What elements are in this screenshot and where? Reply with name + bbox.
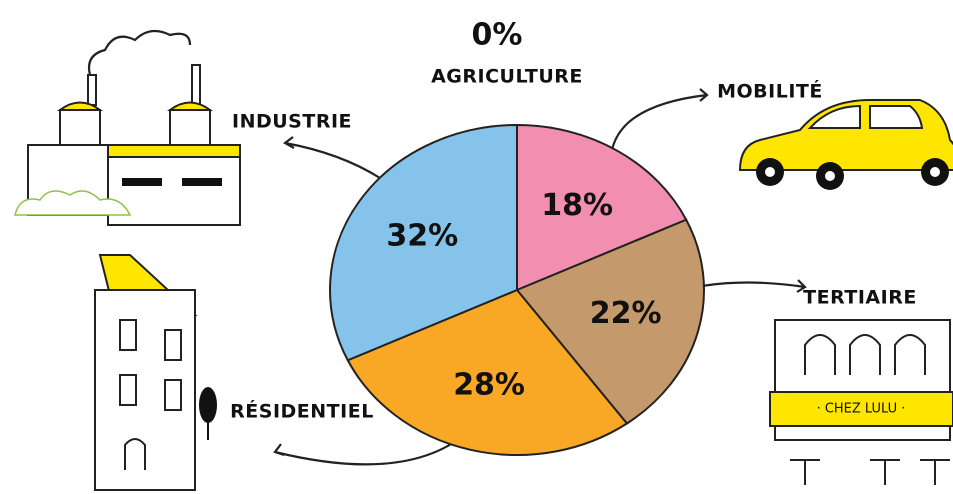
value-label: 32% <box>386 218 458 253</box>
cafe-illustration: · CHEZ LULU · <box>770 320 953 485</box>
shop-sign: · CHEZ LULU · <box>817 402 906 417</box>
factory-illustration <box>15 31 240 225</box>
category-label: AGRICULTURE <box>431 66 583 88</box>
category-label: INDUSTRIE <box>232 111 352 133</box>
category-label: RÉSIDENTIEL <box>230 400 374 423</box>
category-label: MOBILITÉ <box>717 80 823 103</box>
value-label: 0% <box>472 18 523 53</box>
car-illustration <box>740 100 953 190</box>
value-label: 22% <box>590 296 662 331</box>
value-label: 28% <box>453 367 525 402</box>
pie <box>330 125 704 455</box>
building-illustration <box>95 255 217 490</box>
category-label: TERTIAIRE <box>803 287 917 309</box>
infographic: · CHEZ LULU · 18% MOBILITÉ 22% TERTIAIRE 28%… <box>0 0 953 494</box>
value-label: 18% <box>541 188 613 223</box>
